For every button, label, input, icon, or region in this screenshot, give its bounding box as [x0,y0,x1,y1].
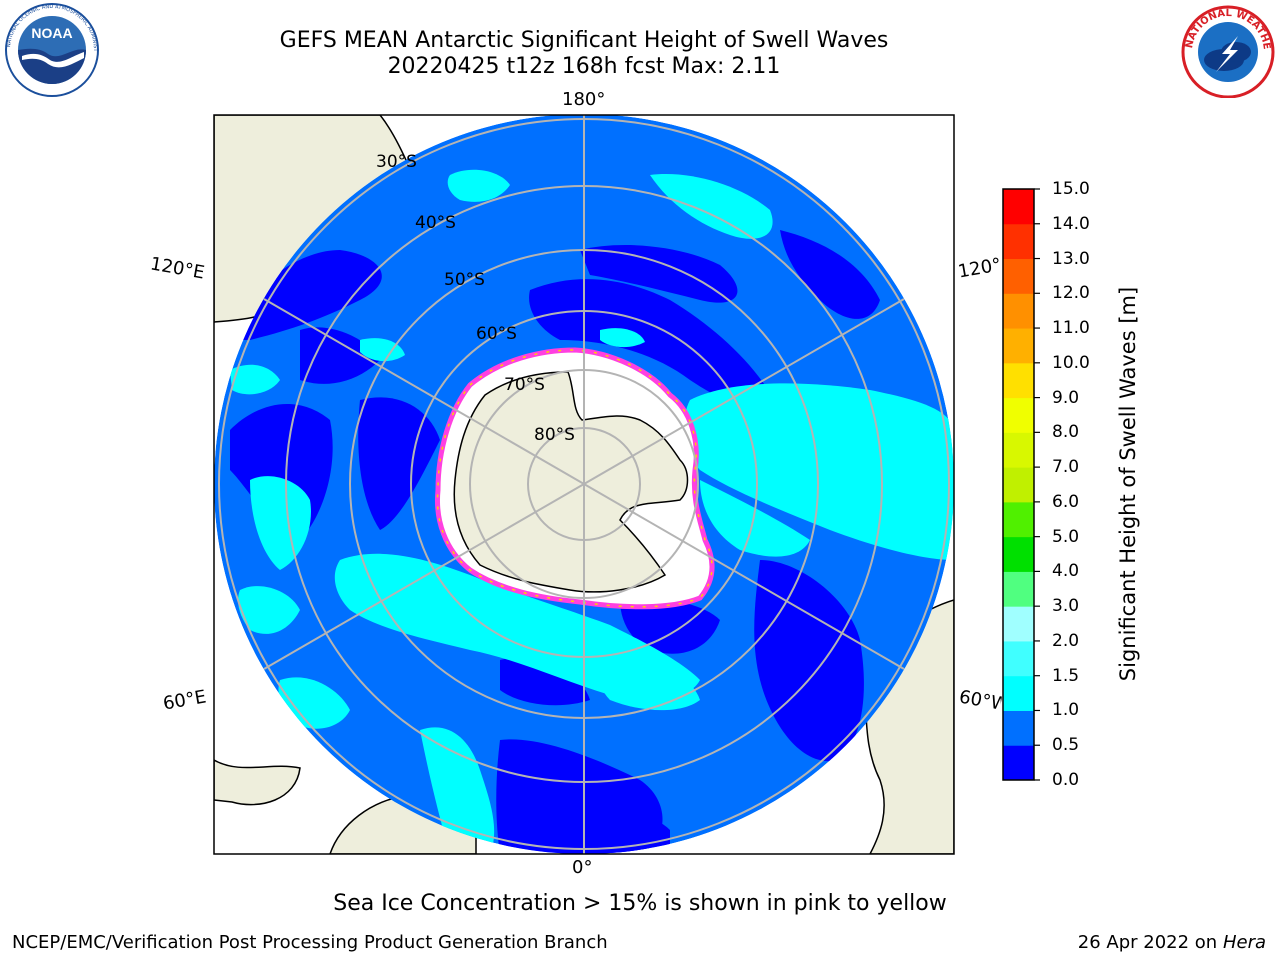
colorbar-bin [1003,675,1034,711]
colorbar-tick-label: 2.0 [1052,630,1080,651]
colorbar-tick-label: 13.0 [1052,248,1090,269]
credit-host: Hera [1222,932,1266,953]
colorbar-tick-label: 6.0 [1052,491,1080,512]
colorbar-bin [1003,258,1034,294]
colorbar-tick-label: 10.0 [1052,352,1090,373]
map-title: GEFS MEAN Antarctic Significant Height o… [279,28,889,53]
colorbar-tick-label: 11.0 [1052,318,1090,339]
colorbar-bin [1003,606,1034,642]
noaa-logo-text: NOAA [31,25,72,41]
colorbar-bin [1003,328,1034,364]
longitude-grid [263,115,905,854]
colorbar-bin [1003,501,1034,538]
colorbar-bin [1003,189,1034,225]
lon-label-180: 180° [562,89,606,110]
colorbar-bin [1003,640,1034,677]
lat-label-70s: 70°S [504,375,545,395]
colorbar-bin [1003,745,1034,781]
lat-label-30s: 30°S [376,152,417,172]
colorbar-tick-label: 3.0 [1052,596,1080,617]
colorbar-tick-label: 12.0 [1052,283,1090,304]
colorbar-frame [1002,188,1035,781]
colorbar-tick-label: 0.5 [1052,735,1080,756]
lat-label-60s: 60°S [476,324,517,344]
colorbar-tick-label: 14.0 [1052,213,1090,234]
sea-ice-note: Sea Ice Concentration > 15% is shown in … [333,891,947,916]
noaa-logo: NOAA NATIONAL OCEANIC AND ATMOSPHERIC AD… [2,2,99,97]
colorbar-bin [1003,223,1034,260]
map-subtitle: 20220425 t12z 168h fcst Max: 2.11 [387,54,781,79]
map-frame [213,114,955,855]
colorbar-label: Significant Height of Swell Waves [m] [1116,286,1140,682]
lat-label-80s: 80°S [534,425,575,445]
colorbar-bin [1003,397,1034,433]
credit-date: 26 Apr 2022 on [1077,932,1218,953]
colorbar-bin [1003,293,1034,329]
credit-right: 26 Apr 2022 on Hera [1078,932,1266,953]
antarctica-land [453,371,689,593]
lon-label-0: 0° [572,857,593,878]
colorbar-bin [1003,536,1034,572]
colorbar-bin [1003,362,1034,399]
colorbar-bin [1003,710,1034,746]
colorbar-tick-label: 15.0 [1052,179,1090,199]
lat-label-40s: 40°S [415,213,456,233]
colorbar-tick-label: 8.0 [1052,422,1080,443]
colorbar-tick-label: 9.0 [1052,387,1080,408]
colorbar-tick-label: 1.5 [1052,665,1080,686]
colorbar-bin [1003,432,1034,468]
colorbar-tick-label: 1.0 [1052,700,1080,721]
colorbar-tick-label: 5.0 [1052,526,1080,547]
credit-left: NCEP/EMC/Verification Post Processing Pr… [12,932,608,953]
colorbar-tick-label: 0.0 [1052,770,1080,790]
nws-logo: NATIONAL WEATHER SERVICE [1178,2,1275,98]
colorbar-bin [1003,571,1034,607]
swell-height-field [214,115,954,854]
lat-label-50s: 50°S [444,270,485,290]
colorbar-bin [1003,467,1034,503]
colorbar-tick-label: 4.0 [1052,561,1080,582]
colorbar-tick-label: 7.0 [1052,457,1080,478]
